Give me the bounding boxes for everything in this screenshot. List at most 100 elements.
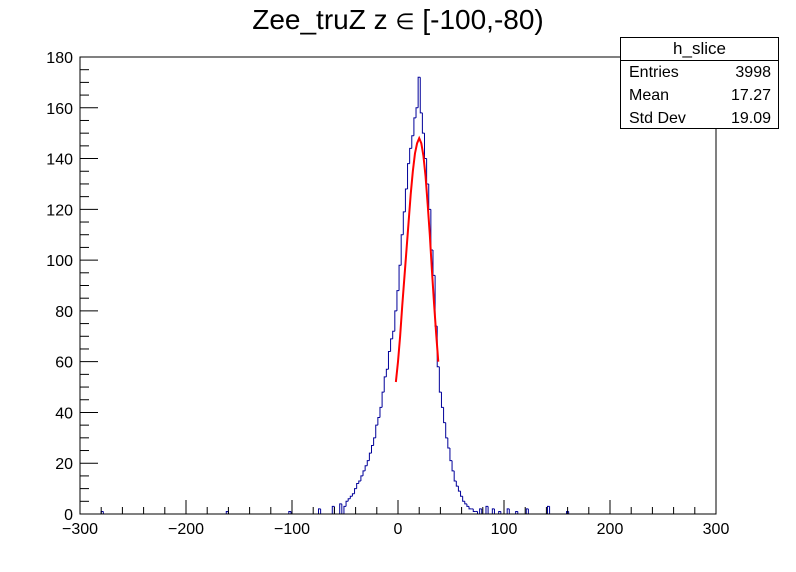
fit-layer <box>394 135 440 383</box>
x-tick-label: 300 <box>703 521 730 538</box>
histogram-bin <box>453 470 457 482</box>
y-tick-label: 180 <box>46 50 73 67</box>
histogram-bin <box>368 452 372 461</box>
histogram-bin <box>379 406 383 418</box>
stats-row-entries: Entries 3998 <box>621 61 778 84</box>
histogram-bin <box>345 500 349 507</box>
histogram-bin <box>390 338 393 352</box>
histogram-bin <box>457 486 461 492</box>
histogram-bin <box>491 508 495 514</box>
histogram-bin <box>466 503 470 507</box>
y-tick-label: 140 <box>46 152 73 169</box>
y-tick-label: 120 <box>46 202 73 219</box>
histogram-bin <box>515 510 518 514</box>
histogram-bin <box>407 163 410 190</box>
x-tick-label: −300 <box>62 521 98 538</box>
histogram-bin <box>506 508 510 514</box>
histogram-bin <box>356 483 359 489</box>
y-tick-label: 40 <box>55 405 73 422</box>
histogram-bin <box>479 508 482 514</box>
histogram-bin <box>462 496 465 502</box>
histogram-bin <box>396 290 400 311</box>
histogram-bin <box>364 465 368 471</box>
histogram-bin <box>351 493 355 497</box>
histogram-bin <box>354 488 357 494</box>
histogram-bin <box>443 407 446 424</box>
element-of-symbol: ∈ <box>395 9 415 34</box>
histogram-bin <box>383 376 387 393</box>
histogram-bin <box>426 158 429 185</box>
histogram-bin <box>460 491 463 497</box>
stats-label: Std Dev <box>629 110 686 127</box>
stats-box: h_slice Entries 3998 Mean 17.27 Std Dev … <box>620 37 779 129</box>
histogram-bin <box>331 505 335 514</box>
y-tick-label: 160 <box>46 101 73 118</box>
histogram-bin <box>417 76 421 108</box>
histogram-bin <box>349 495 353 499</box>
stats-value: 19.09 <box>730 110 771 127</box>
histogram-bin <box>449 447 453 462</box>
stats-box-title: h_slice <box>621 38 778 61</box>
histogram-bin <box>455 480 459 487</box>
histogram-bin <box>428 183 431 210</box>
histogram-bin <box>385 368 389 377</box>
chart-title: Zee_truZ z ∈ [-100,-80) <box>0 4 796 36</box>
histogram-bin <box>415 107 419 118</box>
histogram-bin <box>358 480 361 484</box>
histogram-bin <box>498 510 501 514</box>
x-tick-label: 100 <box>491 521 518 538</box>
histogram-bin <box>371 444 374 454</box>
histogram-bin <box>419 77 423 114</box>
histogram-bin <box>447 437 450 449</box>
histogram-bin <box>402 211 406 235</box>
histogram-bin <box>339 503 342 514</box>
histogram-bin <box>400 234 404 266</box>
histogram-bin <box>288 510 291 514</box>
y-tick-label: 60 <box>55 355 73 372</box>
y-tick-label: 20 <box>55 456 73 473</box>
histogram-bin <box>381 391 385 408</box>
histogram-bin <box>318 508 321 514</box>
histogram-bin <box>392 330 395 339</box>
axis-layer: −300 −200 −100 0 100 200 300 0 20 40 60 80 100 120 140… <box>46 50 729 538</box>
histogram-bin <box>404 188 408 212</box>
chart-title-range: [-100,-80) <box>414 4 544 35</box>
histogram-bin <box>373 437 376 446</box>
y-tick-label: 80 <box>55 304 73 321</box>
stats-row-stddev: Std Dev 19.09 <box>621 107 778 130</box>
histogram-bin <box>343 505 347 514</box>
histogram-bin <box>394 310 397 332</box>
histogram-bin <box>445 422 448 439</box>
histogram-layer <box>80 76 716 515</box>
histogram-bin <box>421 112 425 134</box>
x-tick-label: −200 <box>168 521 204 538</box>
histogram-bin <box>432 249 436 276</box>
histogram-bin <box>413 117 417 136</box>
histogram-bin <box>375 424 378 438</box>
y-tick-label: 0 <box>64 507 73 524</box>
histogram-bin <box>438 366 442 393</box>
stats-label: Entries <box>629 64 679 81</box>
histogram-bin <box>424 133 427 160</box>
x-tick-label: 200 <box>597 521 624 538</box>
histogram-bin <box>362 470 366 476</box>
histogram-bin <box>546 505 550 514</box>
histogram-bin <box>525 508 529 514</box>
stats-value: 17.27 <box>730 87 771 104</box>
histogram-bin <box>451 460 455 472</box>
fit-curve <box>394 135 440 383</box>
histogram-bin <box>360 475 364 481</box>
histogram-bin <box>468 506 472 510</box>
histogram-bin <box>411 135 414 149</box>
chart-title-text: Zee_truZ z <box>252 4 396 35</box>
histogram-bin <box>377 417 380 426</box>
histogram-bin <box>347 498 351 502</box>
histogram-bin <box>225 510 229 514</box>
histogram-bin <box>409 147 412 164</box>
histogram-bin <box>485 505 489 514</box>
x-tick-label: 0 <box>394 521 403 538</box>
y-tick-label: 100 <box>46 253 73 270</box>
x-tick-label: −100 <box>274 521 310 538</box>
histogram-bin <box>366 460 370 466</box>
